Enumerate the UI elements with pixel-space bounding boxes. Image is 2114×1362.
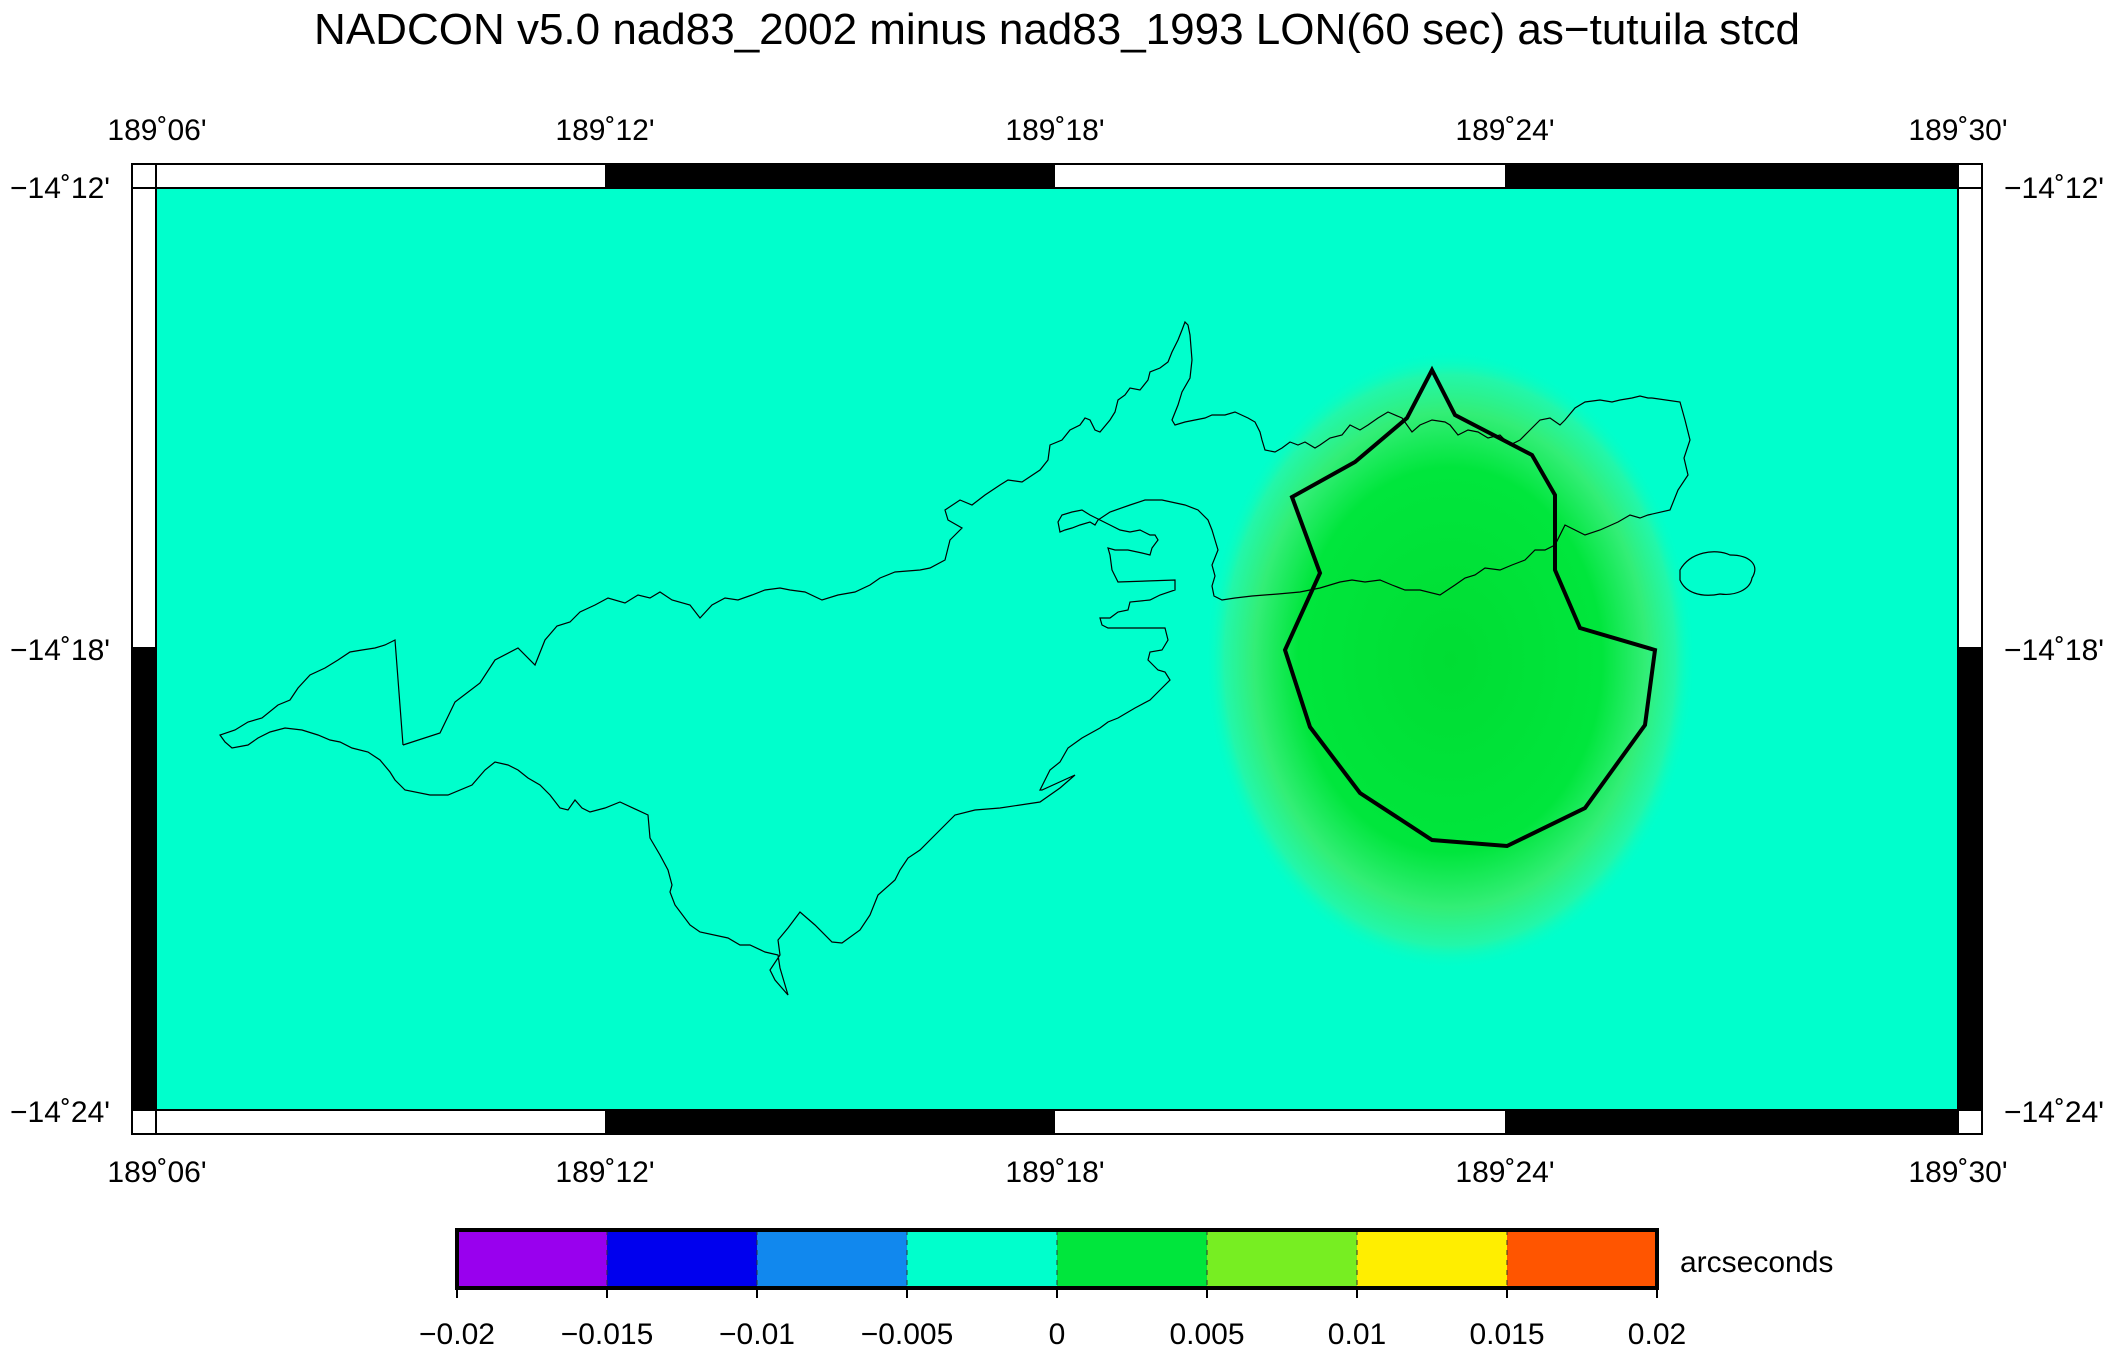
colorbar-swatch — [1507, 1230, 1657, 1288]
colorbar-swatch — [757, 1230, 907, 1288]
colorbar-tick-label: 0.015 — [1469, 1318, 1544, 1351]
y-tick-label-right: −14˚24' — [2004, 1096, 2104, 1129]
x-tick-label-bottom: 189˚06' — [107, 1156, 206, 1189]
frame-top-seg-2 — [1505, 164, 1958, 188]
x-tick-label-bottom: 189˚18' — [1005, 1156, 1104, 1189]
x-tick-label-bottom: 189˚12' — [555, 1156, 654, 1189]
x-tick-label-top: 189˚12' — [555, 114, 654, 147]
colorbar-tick-label: 0.005 — [1169, 1318, 1244, 1351]
tutuila-coastline — [402, 320, 1652, 746]
coastlines — [219, 320, 1691, 996]
frame-left-seg-1 — [132, 647, 156, 1110]
x-tick-label-top: 189˚06' — [107, 114, 206, 147]
colorbar-swatch — [1207, 1230, 1357, 1288]
frame-right-seg-1 — [1958, 647, 1982, 1110]
y-tick-label-left: −14˚18' — [10, 634, 110, 667]
anomaly-glow — [1205, 350, 1695, 970]
colorbar-tick-label: −0.005 — [861, 1318, 954, 1351]
x-tick-label-top: 189˚24' — [1455, 114, 1554, 147]
colorbar-tick-label: 0.02 — [1628, 1318, 1686, 1351]
colorbar: −0.02 −0.015 −0.01 −0.005 0 0.005 0.01 0.015 0.0… — [419, 1228, 1686, 1351]
colorbar-tick-label: −0.015 — [561, 1318, 654, 1351]
colorbar-tick-label: −0.01 — [719, 1318, 795, 1351]
colorbar-unit-label: arcseconds — [1680, 1246, 1833, 1279]
top-axis-labels: 189˚06' 189˚12' 189˚18' 189˚24' 189˚30' — [107, 114, 2007, 147]
frame-bottom-seg-2 — [1505, 1110, 1958, 1134]
y-tick-label-right: −14˚12' — [2004, 172, 2104, 205]
colorbar-swatch — [1357, 1230, 1507, 1288]
colorbar-swatch — [607, 1230, 757, 1288]
y-tick-label-left: −14˚12' — [10, 172, 110, 205]
colorbar-tick-label: 0 — [1049, 1318, 1066, 1351]
y-tick-label-right: −14˚18' — [2004, 634, 2104, 667]
colorbar-tick-label: −0.02 — [419, 1318, 495, 1351]
x-tick-label-bottom: 189˚30' — [1908, 1156, 2007, 1189]
frame-bottom-seg-1 — [605, 1110, 1055, 1134]
colorbar-tick-label: 0.01 — [1328, 1318, 1386, 1351]
colorbar-swatch — [1057, 1230, 1207, 1288]
x-tick-label-top: 189˚30' — [1908, 114, 2007, 147]
left-axis-labels: −14˚12' −14˚18' −14˚24' — [10, 172, 110, 1129]
bottom-axis-labels: 189˚06' 189˚12' 189˚18' 189˚24' 189˚30' — [107, 1156, 2007, 1189]
colorbar-swatch — [907, 1230, 1057, 1288]
data-boundary — [1282, 365, 1658, 849]
aunuu-island — [1679, 551, 1756, 596]
x-tick-label-top: 189˚18' — [1005, 114, 1104, 147]
right-axis-labels: −14˚12' −14˚18' −14˚24' — [2004, 172, 2104, 1129]
frame-top-seg-1 — [605, 164, 1055, 188]
colorbar-swatch — [457, 1230, 607, 1288]
x-tick-label-bottom: 189˚24' — [1455, 1156, 1554, 1189]
map-title: NADCON v5.0 nad83_2002 minus nad83_1993 … — [314, 5, 1800, 54]
y-tick-label-left: −14˚24' — [10, 1096, 110, 1129]
tutuila-coastline-east — [219, 397, 1691, 996]
